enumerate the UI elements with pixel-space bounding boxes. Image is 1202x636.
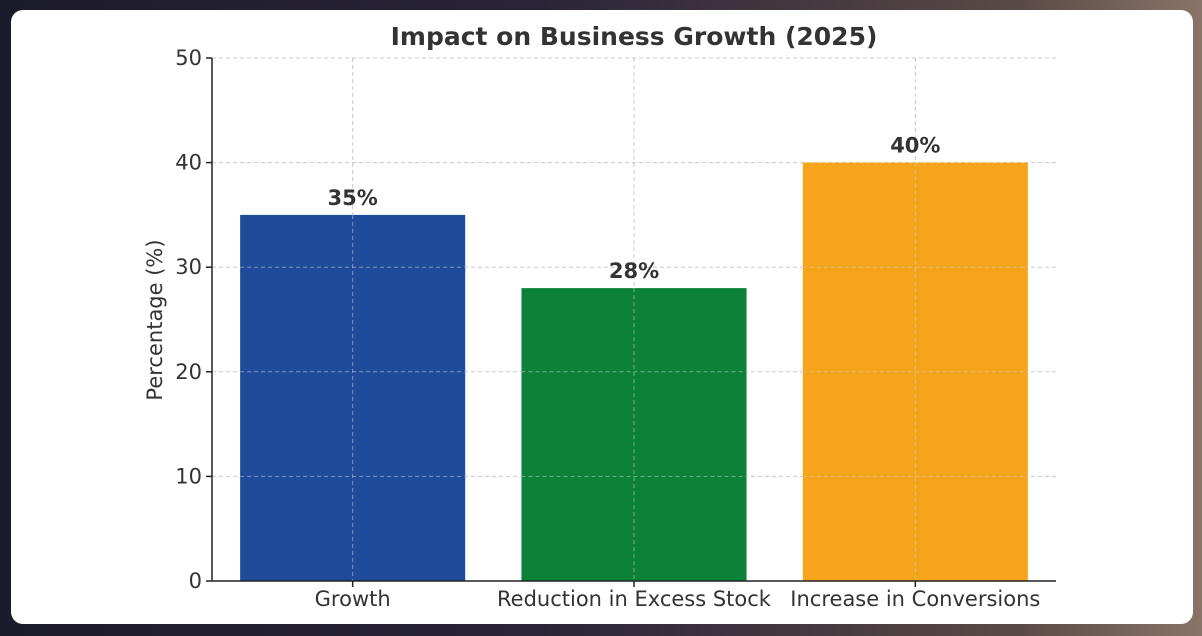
y-tick-label: 30	[175, 255, 202, 279]
y-tick-label: 50	[175, 46, 202, 70]
bar	[521, 288, 747, 581]
labels: 0 10 20 30 40 50 Growth Reduction in Excess Sto…	[175, 46, 1040, 611]
x-tick-label: Reduction in Excess Stock	[497, 587, 772, 611]
bar-value-label: 40%	[890, 134, 940, 158]
chart-title: Impact on Business Growth (2025)	[391, 22, 878, 51]
bars	[240, 162, 1028, 581]
y-tick-label: 0	[189, 569, 202, 593]
x-tick-label: Increase in Conversions	[790, 587, 1040, 611]
x-tick-label: Growth	[315, 587, 391, 611]
y-tick-label: 20	[175, 360, 202, 384]
bar-value-label: 35%	[328, 186, 378, 210]
y-tick-label: 40	[175, 151, 202, 175]
y-axis-label: Percentage (%)	[143, 239, 167, 400]
bar-value-label: 28%	[609, 259, 659, 283]
y-tick-label: 10	[175, 464, 202, 488]
axes	[206, 57, 1056, 587]
